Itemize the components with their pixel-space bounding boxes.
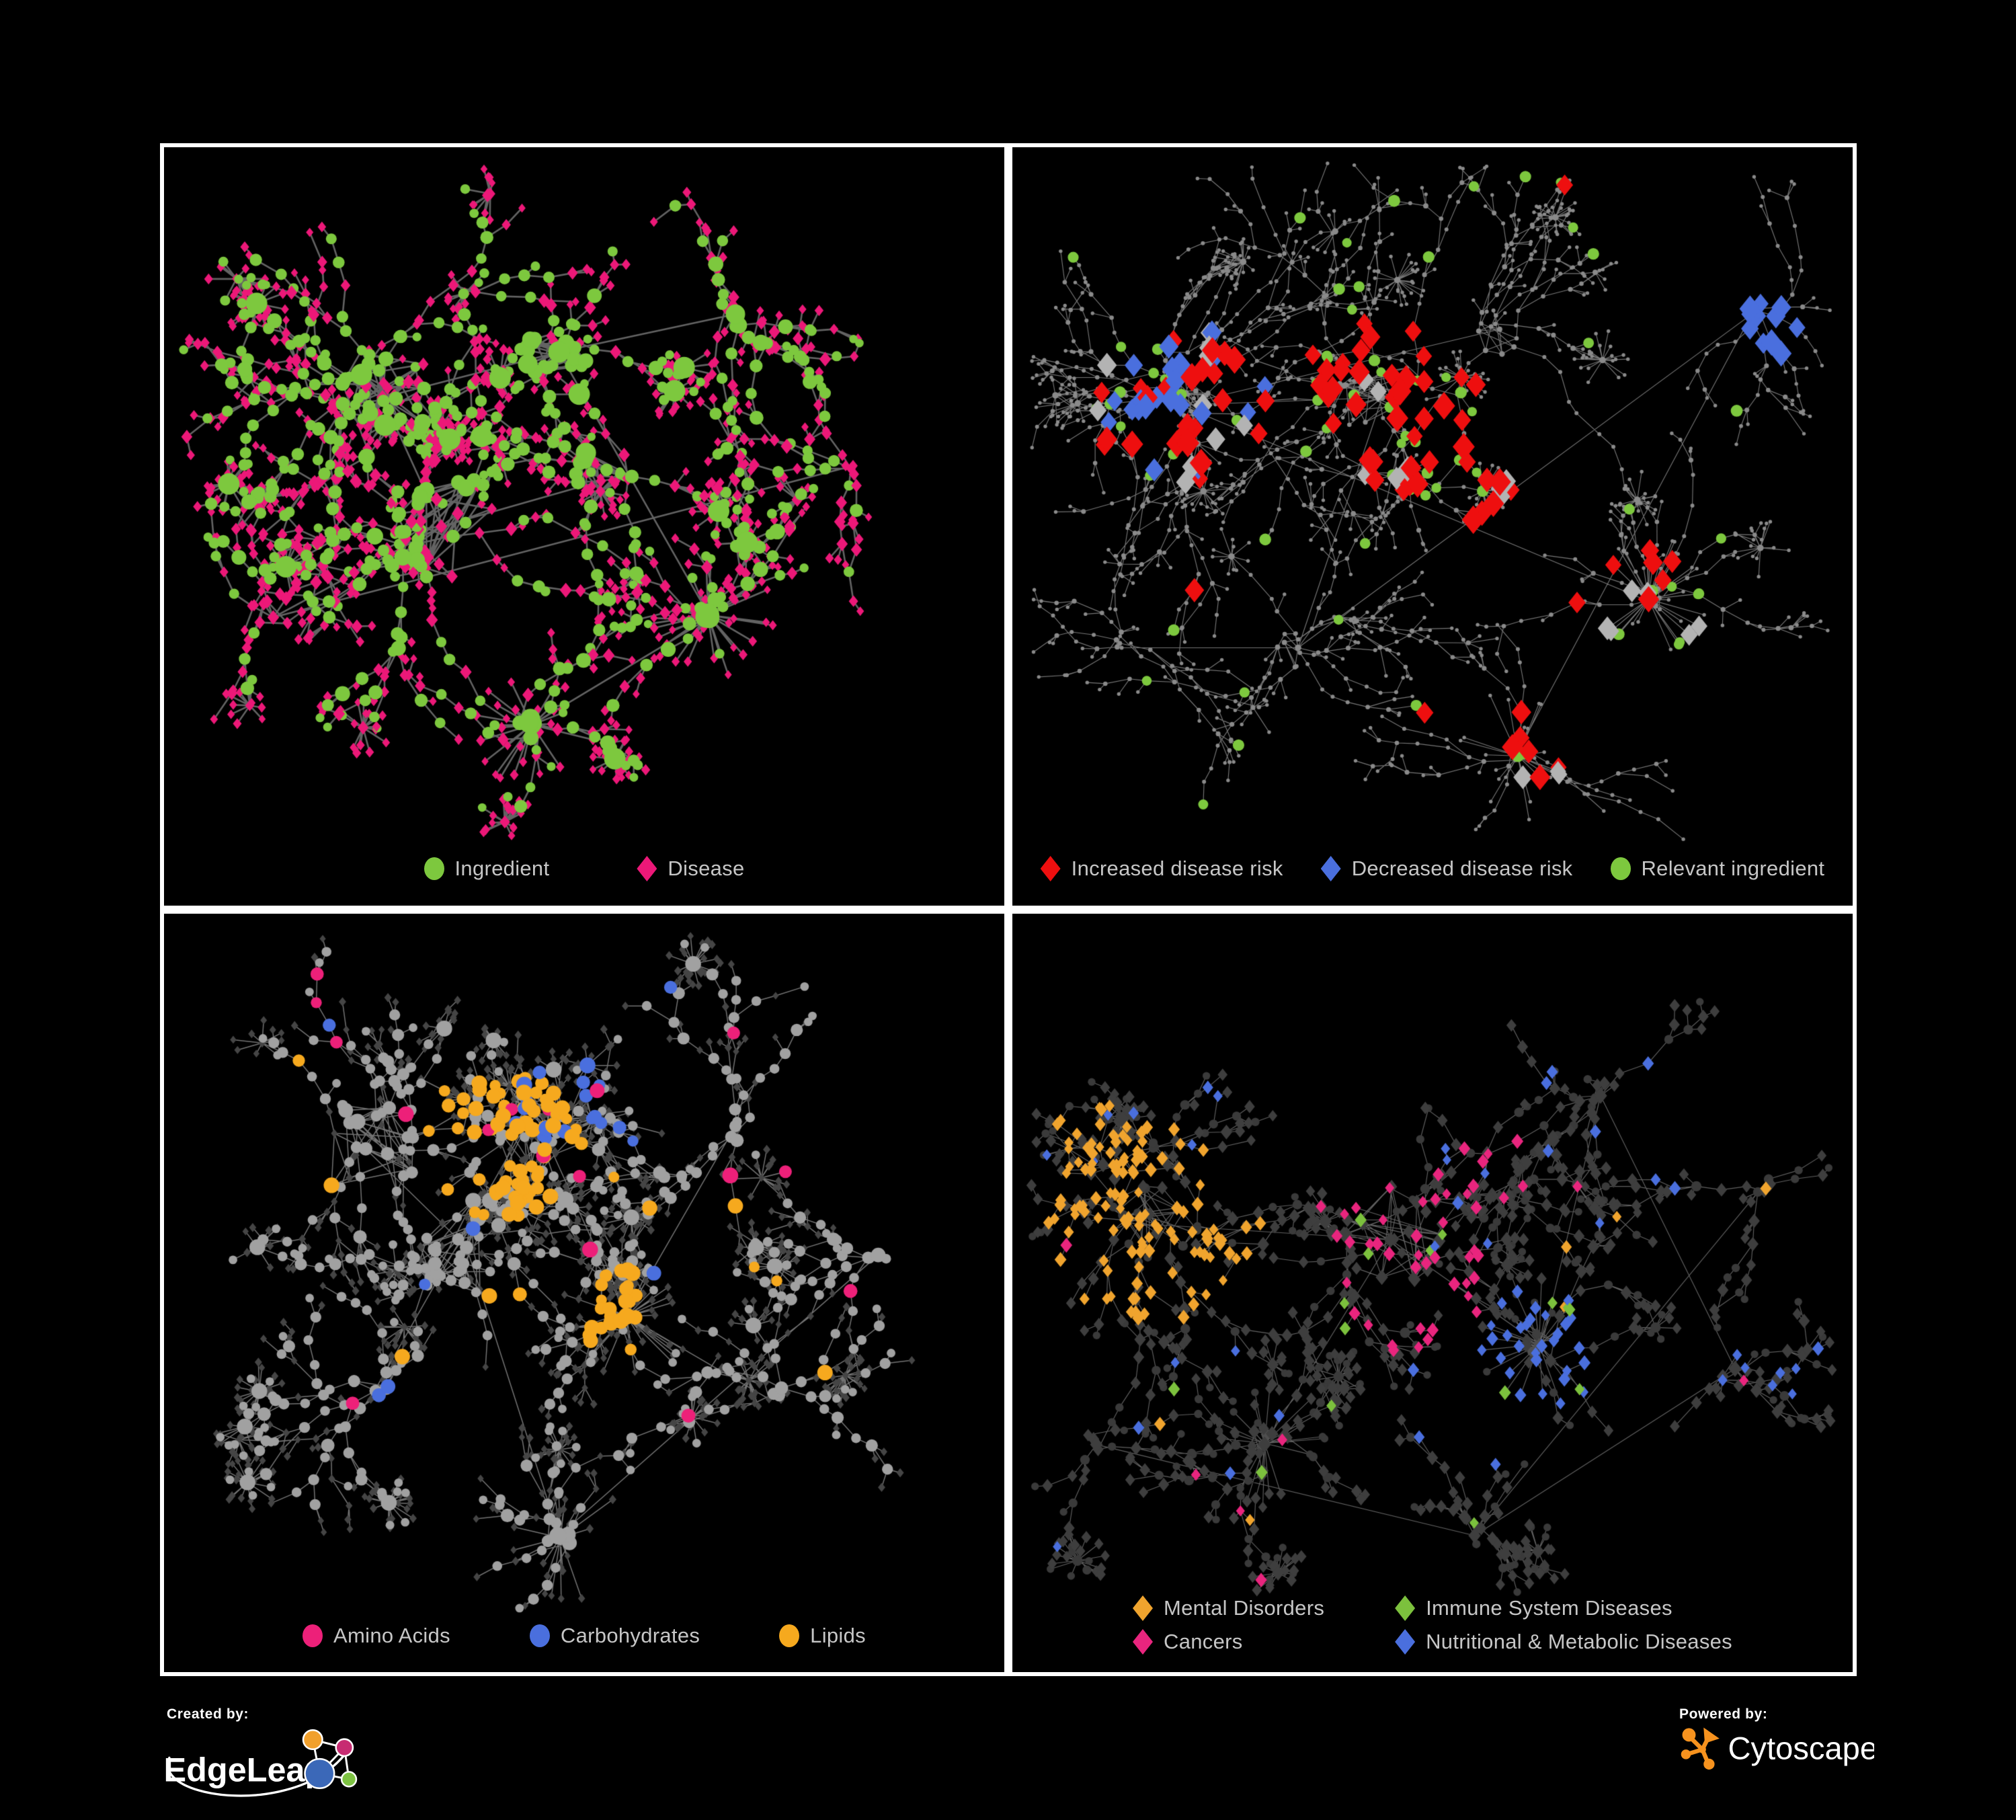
legend-label: Cancers [1164, 1630, 1243, 1653]
panel-ingredient-disease: Ingredient Disease [160, 143, 1008, 910]
cancers-icon [1133, 1629, 1154, 1655]
network-canvas-disease-risk [1012, 147, 1853, 906]
network-canvas-compound-class [164, 914, 1004, 1672]
disease-node-icon [637, 856, 657, 881]
decreased-risk-icon [1320, 856, 1341, 881]
legend-label: Amino Acids [333, 1624, 450, 1647]
panel-disease-risk: Increased disease risk Decreased disease… [1008, 143, 1857, 910]
created-by-label: Created by: [167, 1706, 249, 1722]
network-canvas-disease-category [1012, 914, 1853, 1672]
nutritional-metabolic-diseases-icon [1395, 1629, 1416, 1655]
legend-item-decreased-risk: Decreased disease risk [1320, 856, 1573, 881]
edgeleap-credit: Created by: EdgeLeap [161, 1706, 360, 1809]
legend-label: Carbohydrates [560, 1624, 700, 1647]
legend-label: Lipids [810, 1624, 866, 1647]
legend-label: Increased disease risk [1071, 857, 1283, 880]
legend-label: Immune System Diseases [1426, 1596, 1672, 1620]
amino-acids-icon [303, 1624, 323, 1647]
carbohydrates-icon [529, 1624, 550, 1647]
legend-item-amino-acids: Amino Acids [303, 1624, 450, 1648]
legend-disease-risk: Increased disease risk Decreased disease… [1012, 856, 1853, 881]
increased-risk-icon [1040, 856, 1061, 881]
edgeleap-logo-icon: EdgeLeap [164, 1729, 358, 1797]
legend-item-increased-risk: Increased disease risk [1040, 856, 1283, 881]
mental-disorders-icon [1133, 1595, 1154, 1621]
svg-text:Cytoscape: Cytoscape [1728, 1731, 1875, 1766]
svg-text:EdgeLeap: EdgeLeap [164, 1751, 326, 1789]
panel-disease-category: Mental Disorders Immune System Diseases … [1008, 910, 1857, 1676]
legend-item-disease: Disease [637, 856, 744, 881]
legend-item-nutritional-metabolic-diseases: Nutritional & Metabolic Diseases [1395, 1629, 1732, 1655]
legend-label: Decreased disease risk [1351, 857, 1573, 880]
cytoscape-logo-icon: Cytoscape [1681, 1727, 1875, 1770]
panel-grid: Ingredient Disease Increased disease ris… [160, 143, 1857, 1676]
legend-item-lipids: Lipids [779, 1624, 866, 1648]
legend-item-ingredient: Ingredient [424, 857, 550, 881]
legend-label: Disease [668, 857, 745, 880]
legend-item-relevant-ingredient: Relevant ingredient [1610, 857, 1825, 881]
legend-label: Mental Disorders [1164, 1596, 1325, 1620]
network-canvas-ingredient-disease [164, 147, 1004, 906]
ingredient-node-icon [424, 857, 444, 880]
legend-item-carbohydrates: Carbohydrates [529, 1624, 700, 1648]
panel-compound-class: Amino Acids Carbohydrates Lipids [160, 910, 1008, 1676]
legend-disease-category: Mental Disorders Immune System Diseases … [1133, 1595, 1732, 1655]
legend-item-cancers: Cancers [1133, 1629, 1324, 1655]
legend-item-mental-disorders: Mental Disorders [1133, 1595, 1324, 1621]
legend-label: Relevant ingredient [1641, 857, 1825, 880]
relevant-ingredient-icon [1610, 857, 1631, 880]
lipids-icon [779, 1624, 800, 1647]
cytoscape-credit: Powered by: Cytoscape [1679, 1706, 1874, 1770]
legend-item-immune-system-diseases: Immune System Diseases [1395, 1595, 1732, 1621]
immune-system-diseases-icon [1395, 1595, 1416, 1621]
legend-label: Nutritional & Metabolic Diseases [1426, 1630, 1732, 1653]
powered-by-label: Powered by: [1679, 1706, 1768, 1722]
legend-ingredient-disease: Ingredient Disease [164, 856, 1004, 881]
legend-label: Ingredient [454, 857, 550, 880]
legend-compound-class: Amino Acids Carbohydrates Lipids [164, 1624, 1004, 1648]
